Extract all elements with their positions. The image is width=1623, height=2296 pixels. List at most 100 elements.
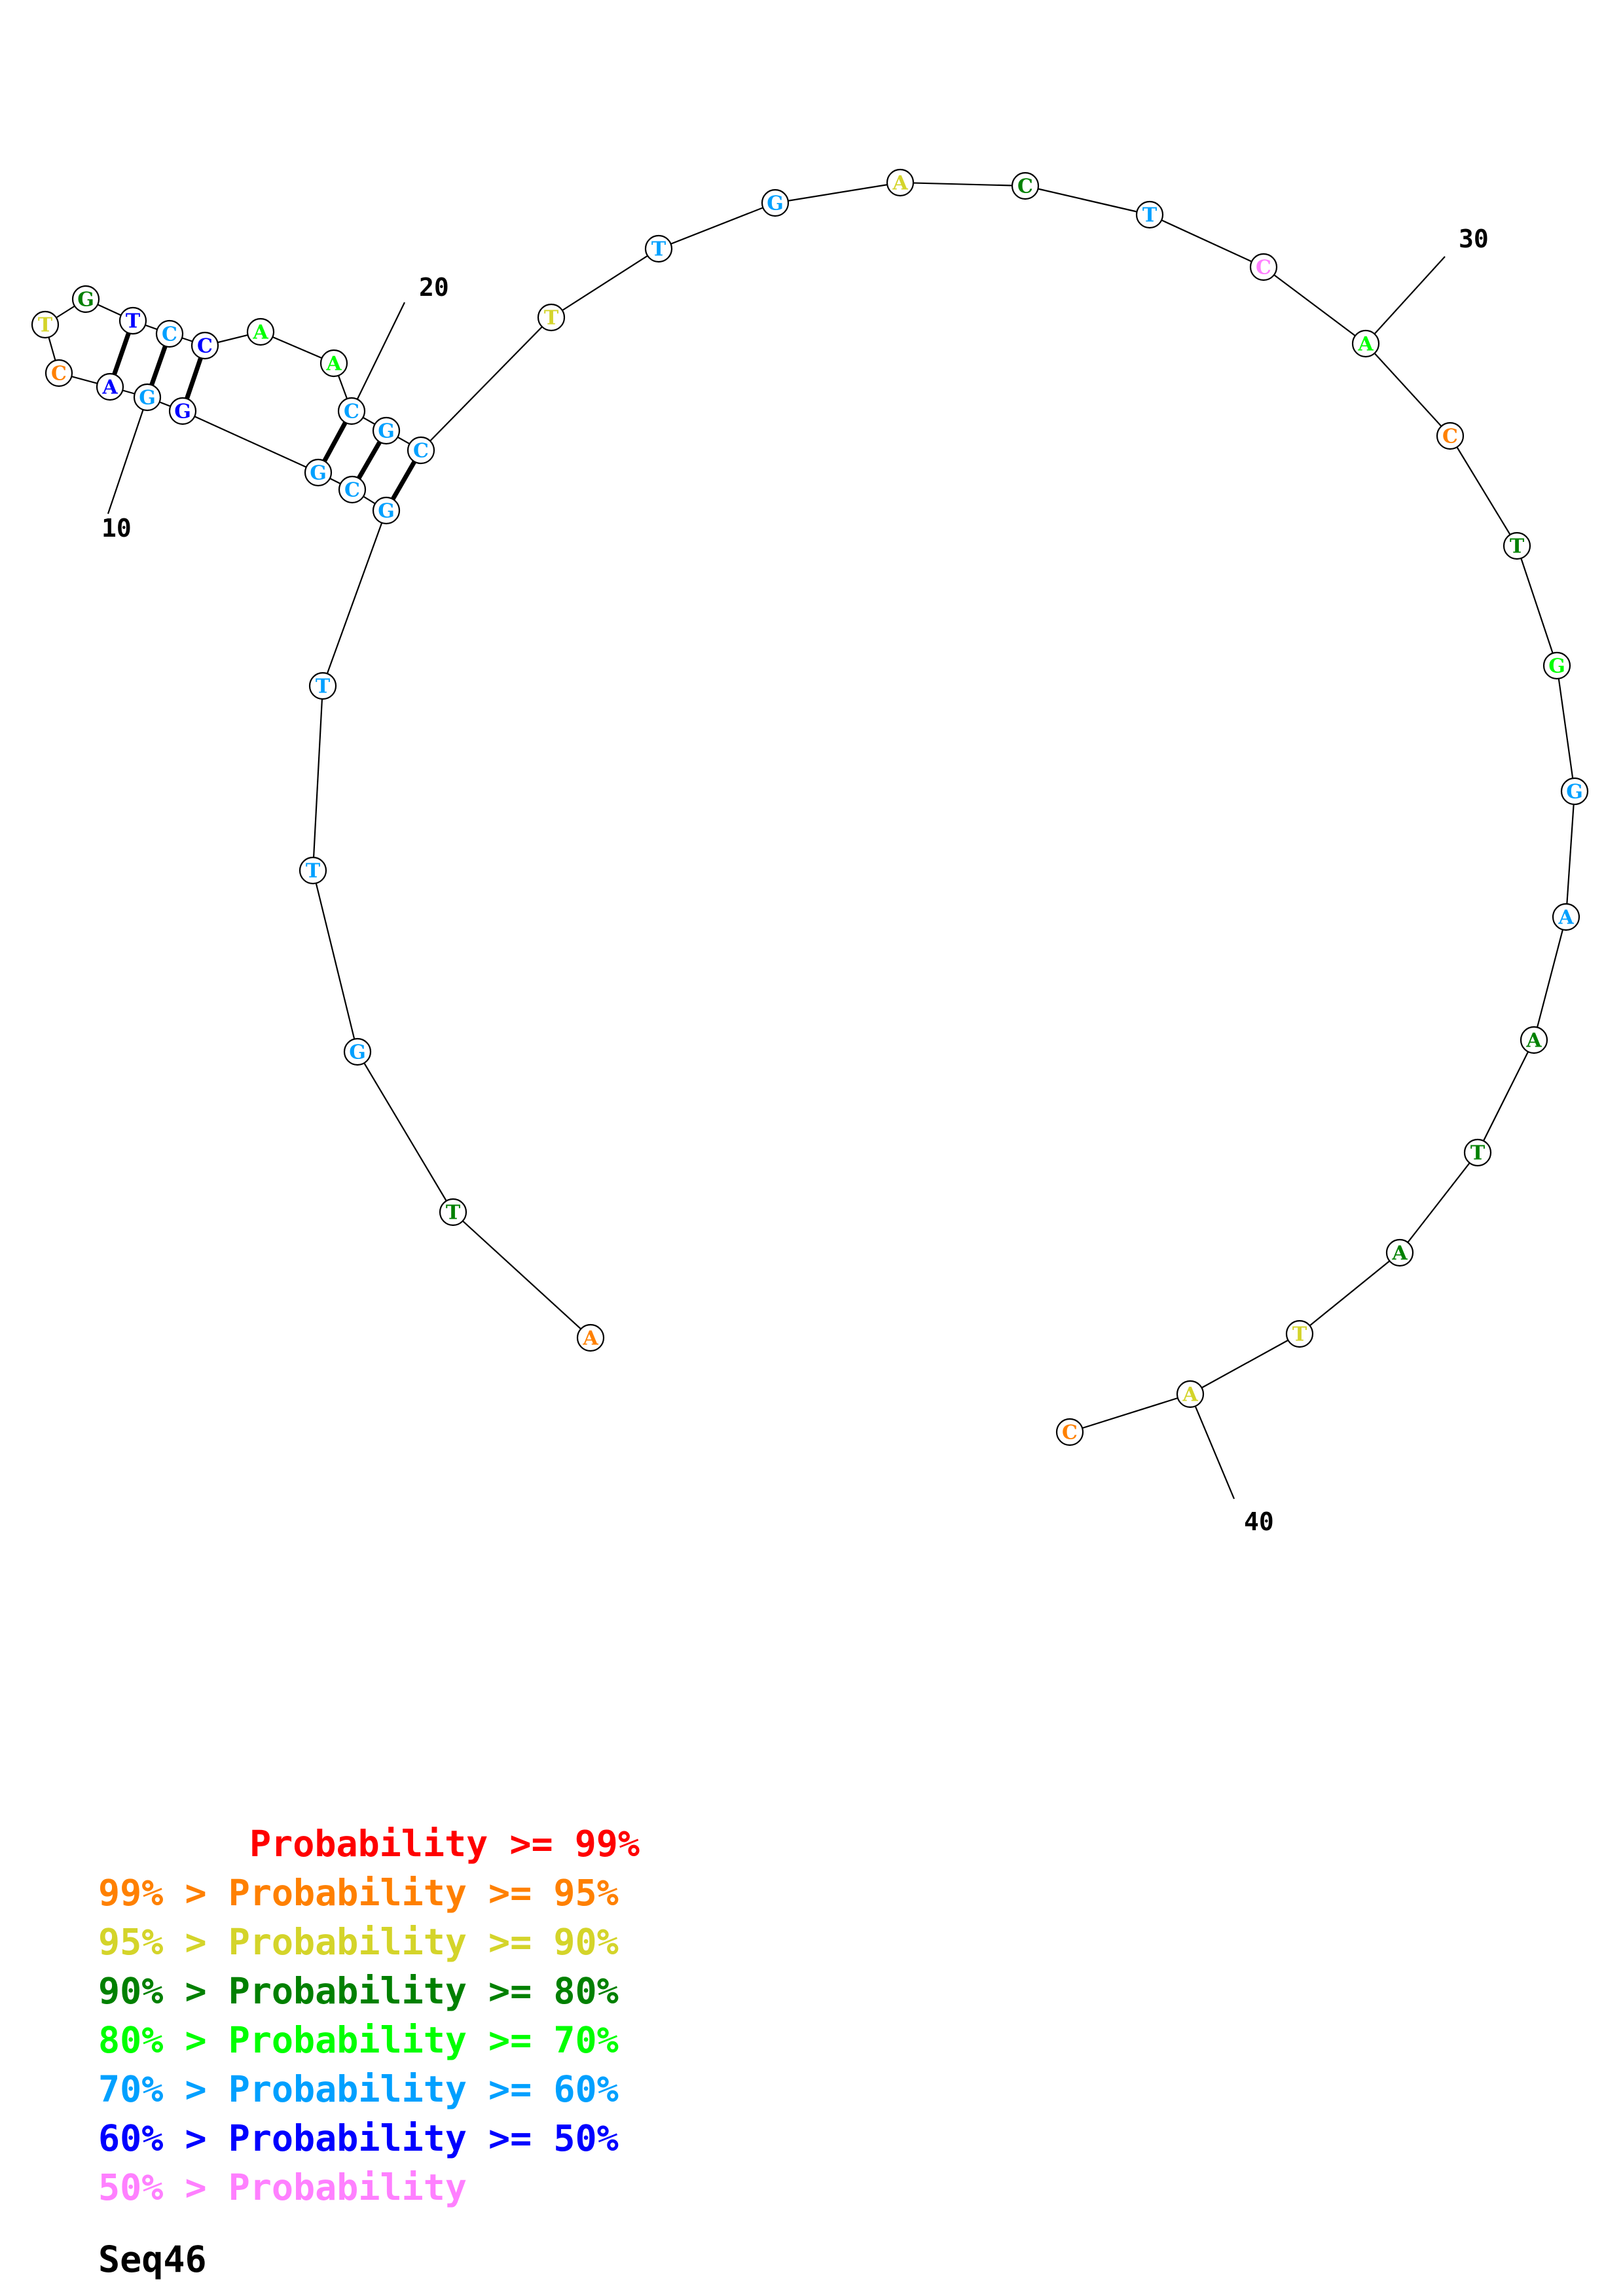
nucleotide-circle bbox=[1249, 253, 1278, 281]
legend-entry: 50% > Probability bbox=[98, 2163, 640, 2212]
backbone-segment bbox=[1365, 343, 1451, 437]
nucleotide-letter: G bbox=[1566, 781, 1583, 804]
nucleotide-letter: A bbox=[1357, 333, 1374, 356]
sequence-name: Seq46 bbox=[98, 2238, 207, 2280]
legend-entry-prefix: 90% > bbox=[98, 1970, 228, 2012]
nucleotide-letter: G bbox=[310, 462, 327, 485]
nucleotide-letter: T bbox=[651, 238, 666, 261]
nucleotide-circle bbox=[1351, 329, 1380, 358]
backbone-segment bbox=[1556, 665, 1576, 792]
nucleotide-letter: T bbox=[544, 307, 559, 330]
nucleotide-circle bbox=[133, 383, 162, 412]
position-number-label: 40 bbox=[1244, 1507, 1274, 1536]
position-tick bbox=[351, 302, 405, 412]
nucleotide-letter: A bbox=[1182, 1384, 1198, 1407]
nucleotide-circle bbox=[71, 285, 100, 314]
nucleotide-circle bbox=[1055, 1418, 1084, 1446]
nucleotide-circle bbox=[343, 1037, 372, 1066]
nucleotide-letter: T bbox=[316, 675, 331, 698]
nucleotide-circle bbox=[338, 475, 367, 504]
backbone-segment bbox=[775, 181, 901, 204]
nucleotide: G bbox=[372, 496, 401, 525]
legend-entry-label: Probability >= 99% bbox=[249, 1823, 640, 1865]
legend-entry-label: Probability bbox=[228, 2166, 467, 2208]
legend-entry-label: Probability >= 70% bbox=[228, 2019, 619, 2061]
backbone-segment bbox=[1516, 545, 1558, 666]
nucleotide-letter: G bbox=[378, 420, 395, 443]
legend-entry: 90% > Probability >= 80% bbox=[98, 1967, 640, 2016]
nucleotide-circle bbox=[319, 349, 348, 378]
nucleotide: C bbox=[1249, 253, 1278, 281]
nucleotide: C bbox=[155, 319, 184, 348]
nucleotide-circle bbox=[537, 303, 566, 332]
nucleotide: G bbox=[1542, 651, 1571, 680]
backbone-segment bbox=[1477, 1039, 1535, 1153]
nucleotide: C bbox=[191, 331, 219, 360]
nucleotide-letter: C bbox=[197, 335, 213, 358]
nucleotide-letter: T bbox=[1470, 1142, 1486, 1165]
nucleotide-letter: A bbox=[1525, 1030, 1542, 1052]
nucleotide: A bbox=[1176, 1380, 1205, 1408]
nucleotide-letter: C bbox=[1256, 257, 1271, 279]
position-number-label: 10 bbox=[101, 514, 132, 543]
nucleotide-letter: G bbox=[349, 1041, 366, 1064]
nucleotide-letter: G bbox=[174, 401, 191, 423]
nucleotide: C bbox=[1011, 171, 1040, 200]
position-tick bbox=[107, 397, 149, 514]
nucleotide: G bbox=[1560, 777, 1589, 806]
nucleotide: G bbox=[372, 416, 401, 445]
backbone-segment bbox=[182, 410, 319, 474]
legend-entry-prefix: 70% > bbox=[98, 2068, 228, 2110]
nucleotide-letter: G bbox=[767, 192, 784, 215]
backbone-segment bbox=[1069, 1393, 1191, 1433]
nucleotide-circle bbox=[1436, 422, 1465, 450]
backbone-segment bbox=[312, 870, 359, 1052]
nucleotide-circle bbox=[1503, 531, 1531, 560]
nucleotide-letter: C bbox=[1017, 175, 1033, 198]
nucleotide-letter: C bbox=[1442, 425, 1458, 448]
nucleotide: C bbox=[407, 436, 435, 465]
legend-entry: Probability >= 99% bbox=[98, 1820, 640, 1869]
nucleotide-circle bbox=[1011, 171, 1040, 200]
legend-entry-label: Probability >= 60% bbox=[228, 2068, 619, 2110]
nucleotide: C bbox=[338, 475, 367, 504]
legend-entry-label: Probability >= 90% bbox=[228, 1921, 619, 1963]
nucleotide: T bbox=[1463, 1138, 1492, 1167]
backbone-segment bbox=[1399, 1152, 1478, 1253]
probability-legend: Probability >= 99% 99% > Probability >= 9… bbox=[98, 1820, 640, 2212]
nucleotide-circle bbox=[1385, 1238, 1414, 1267]
nucleotide-circle bbox=[191, 331, 219, 360]
nucleotide-circle bbox=[372, 416, 401, 445]
legend-entry-prefix: 99% > bbox=[98, 1872, 228, 1914]
backbone-segment bbox=[1025, 185, 1150, 216]
nucleotide: T bbox=[1503, 531, 1531, 560]
nucleotide: T bbox=[119, 306, 147, 335]
nucleotide-circle bbox=[761, 188, 790, 217]
backbone-segment bbox=[420, 317, 552, 451]
position-tick bbox=[1365, 256, 1446, 344]
nucleotide-circle bbox=[439, 1198, 467, 1227]
legend-entry: 80% > Probability >= 70% bbox=[98, 2016, 640, 2065]
nucleotide-letter: T bbox=[446, 1202, 461, 1225]
nucleotide-circle bbox=[246, 317, 275, 346]
backbone-segment bbox=[321, 510, 388, 687]
nucleotide-circle bbox=[96, 372, 124, 401]
nucleotide: T bbox=[439, 1198, 467, 1227]
backbone-segment bbox=[551, 248, 659, 318]
nucleotide-circle bbox=[45, 359, 73, 387]
nucleotide-letter: C bbox=[1062, 1422, 1078, 1444]
nucleotide: A bbox=[1520, 1026, 1548, 1054]
nucleotide: A bbox=[886, 168, 915, 197]
nucleotide: G bbox=[304, 458, 333, 487]
nucleotide: A bbox=[1385, 1238, 1414, 1267]
nucleotide-letter: G bbox=[139, 387, 156, 410]
nucleotide-circle bbox=[1560, 777, 1589, 806]
nucleotide-letter: G bbox=[378, 500, 395, 523]
backbone-segment bbox=[1533, 916, 1567, 1041]
nucleotide: A bbox=[319, 349, 348, 378]
nucleotide: A bbox=[1351, 329, 1380, 358]
nucleotide-letter: C bbox=[413, 440, 429, 463]
backbone-segment bbox=[452, 1211, 591, 1338]
